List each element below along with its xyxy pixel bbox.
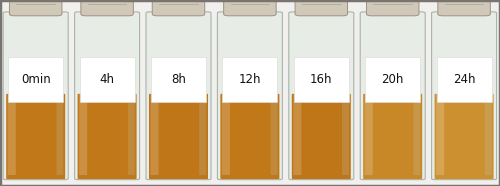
FancyBboxPatch shape <box>150 59 158 175</box>
FancyBboxPatch shape <box>292 94 351 179</box>
Text: 4h: 4h <box>100 73 114 86</box>
Ellipse shape <box>440 92 488 97</box>
Text: 24h: 24h <box>453 73 475 86</box>
FancyBboxPatch shape <box>366 0 419 16</box>
FancyBboxPatch shape <box>8 59 16 175</box>
FancyBboxPatch shape <box>80 57 134 102</box>
FancyBboxPatch shape <box>78 94 136 179</box>
Text: 20h: 20h <box>382 73 404 86</box>
FancyBboxPatch shape <box>3 12 68 180</box>
Text: 12h: 12h <box>238 73 261 86</box>
FancyBboxPatch shape <box>128 59 134 175</box>
FancyBboxPatch shape <box>74 12 140 180</box>
FancyBboxPatch shape <box>220 94 280 179</box>
FancyBboxPatch shape <box>270 59 278 175</box>
FancyBboxPatch shape <box>414 59 420 175</box>
FancyBboxPatch shape <box>434 94 494 179</box>
FancyBboxPatch shape <box>199 59 206 175</box>
Ellipse shape <box>154 92 202 97</box>
FancyBboxPatch shape <box>432 12 496 180</box>
Ellipse shape <box>83 92 132 97</box>
FancyBboxPatch shape <box>436 59 444 175</box>
FancyBboxPatch shape <box>363 94 422 179</box>
FancyBboxPatch shape <box>8 57 63 102</box>
Ellipse shape <box>368 92 417 97</box>
FancyBboxPatch shape <box>289 12 354 180</box>
FancyBboxPatch shape <box>149 94 208 179</box>
FancyBboxPatch shape <box>360 12 425 180</box>
FancyBboxPatch shape <box>222 57 278 102</box>
FancyBboxPatch shape <box>294 57 349 102</box>
FancyBboxPatch shape <box>10 0 62 16</box>
FancyBboxPatch shape <box>152 0 204 16</box>
Ellipse shape <box>226 92 274 97</box>
FancyBboxPatch shape <box>365 57 420 102</box>
Text: 16h: 16h <box>310 73 332 86</box>
FancyBboxPatch shape <box>485 59 492 175</box>
FancyBboxPatch shape <box>218 12 282 180</box>
FancyBboxPatch shape <box>81 0 134 16</box>
FancyBboxPatch shape <box>6 94 65 179</box>
FancyBboxPatch shape <box>56 59 64 175</box>
Ellipse shape <box>297 92 346 97</box>
FancyBboxPatch shape <box>295 0 348 16</box>
FancyBboxPatch shape <box>342 59 349 175</box>
FancyBboxPatch shape <box>224 0 276 16</box>
FancyBboxPatch shape <box>294 59 302 175</box>
FancyBboxPatch shape <box>436 57 492 102</box>
Text: 0min: 0min <box>21 73 50 86</box>
FancyBboxPatch shape <box>222 59 230 175</box>
FancyBboxPatch shape <box>151 57 206 102</box>
FancyBboxPatch shape <box>438 0 490 16</box>
FancyBboxPatch shape <box>146 12 211 180</box>
Text: 8h: 8h <box>171 73 186 86</box>
Ellipse shape <box>12 92 60 97</box>
FancyBboxPatch shape <box>364 59 373 175</box>
FancyBboxPatch shape <box>79 59 87 175</box>
